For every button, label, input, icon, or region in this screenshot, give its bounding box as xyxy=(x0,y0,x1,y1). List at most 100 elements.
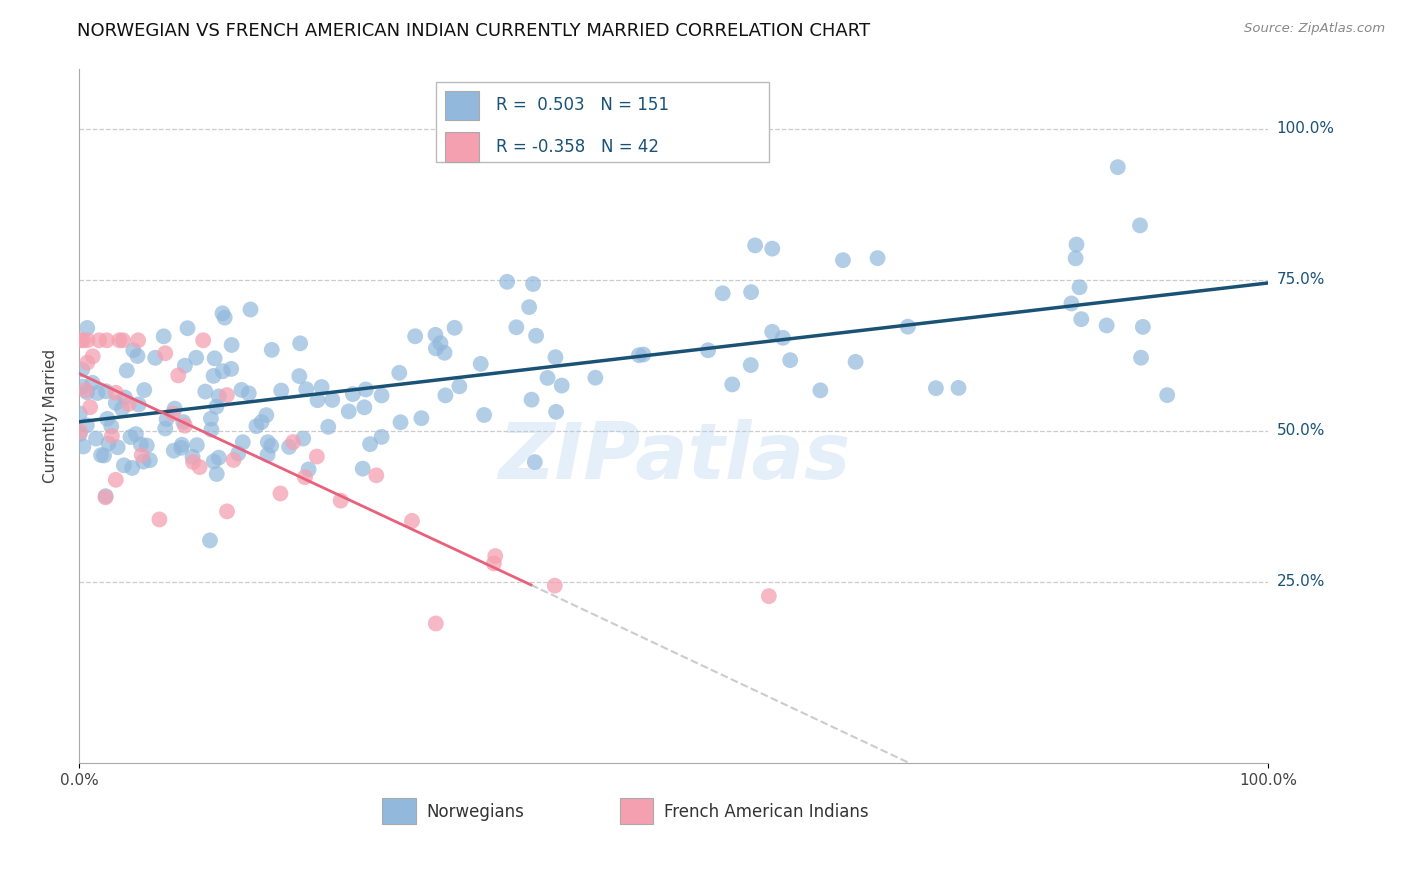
Point xyxy=(342,387,364,401)
Point xyxy=(205,467,228,481)
Point xyxy=(131,448,153,462)
Point xyxy=(82,349,104,363)
Point xyxy=(111,333,134,347)
Point xyxy=(127,349,149,363)
Point xyxy=(76,333,98,347)
Point xyxy=(70,333,93,347)
Point xyxy=(297,462,319,476)
Point xyxy=(354,383,377,397)
Point xyxy=(186,438,208,452)
Point xyxy=(120,430,142,444)
Point xyxy=(72,440,94,454)
Point xyxy=(845,355,868,369)
Point xyxy=(238,386,260,401)
Point xyxy=(198,533,221,548)
Point xyxy=(429,336,451,351)
Point xyxy=(132,454,155,468)
Point xyxy=(211,306,233,320)
Point xyxy=(761,242,783,256)
Point xyxy=(388,366,411,380)
Point xyxy=(104,385,127,400)
Point xyxy=(84,432,107,446)
Point xyxy=(295,382,318,396)
Point xyxy=(148,512,170,526)
Point xyxy=(1066,237,1088,252)
Point xyxy=(337,404,360,418)
Point xyxy=(215,388,238,402)
Point xyxy=(482,557,505,571)
Point xyxy=(239,302,262,317)
Point xyxy=(288,369,311,384)
Point xyxy=(69,427,91,442)
Point xyxy=(245,419,267,434)
Point xyxy=(188,460,211,475)
Point xyxy=(170,441,193,455)
Point xyxy=(221,338,243,352)
Point xyxy=(162,407,184,421)
Point xyxy=(401,514,423,528)
Point xyxy=(205,400,228,414)
Point xyxy=(316,419,339,434)
Point xyxy=(866,251,889,265)
Text: Norwegians: Norwegians xyxy=(426,803,524,821)
Point xyxy=(111,401,134,416)
Point xyxy=(211,364,233,378)
Point xyxy=(425,616,447,631)
Point xyxy=(76,356,98,370)
Point xyxy=(104,396,127,410)
Point xyxy=(90,448,112,462)
Text: 25.0%: 25.0% xyxy=(1277,574,1324,590)
Point xyxy=(222,453,245,467)
Point xyxy=(86,386,108,401)
Text: French American Indians: French American Indians xyxy=(664,803,869,821)
Point xyxy=(281,435,304,450)
Point xyxy=(472,408,495,422)
Point xyxy=(231,383,253,397)
Point xyxy=(517,300,540,314)
Text: ZIPatlas: ZIPatlas xyxy=(498,419,849,495)
Point xyxy=(353,401,375,415)
Point xyxy=(181,450,204,464)
FancyBboxPatch shape xyxy=(436,82,769,162)
Point xyxy=(260,343,283,357)
Point xyxy=(232,435,254,450)
Point xyxy=(832,253,855,268)
Point xyxy=(524,328,547,343)
Point xyxy=(96,333,118,347)
Point xyxy=(449,379,471,393)
Point xyxy=(633,347,655,361)
Point xyxy=(69,407,91,421)
Point xyxy=(181,455,204,469)
Point xyxy=(772,331,794,345)
Point xyxy=(1064,252,1087,266)
Point xyxy=(434,388,457,402)
Point xyxy=(551,378,574,392)
Point xyxy=(370,388,392,402)
Point xyxy=(544,579,567,593)
Point xyxy=(779,353,801,368)
Point xyxy=(352,461,374,475)
Point xyxy=(72,333,94,347)
Point xyxy=(1095,318,1118,333)
Point xyxy=(172,415,194,429)
Point xyxy=(520,392,543,407)
Point xyxy=(721,377,744,392)
Text: 100.0%: 100.0% xyxy=(1277,121,1334,136)
Point xyxy=(82,376,104,390)
Point xyxy=(1132,319,1154,334)
Point xyxy=(536,371,558,385)
Point xyxy=(215,504,238,518)
Point xyxy=(496,275,519,289)
Point xyxy=(359,437,381,451)
Point xyxy=(93,449,115,463)
Point xyxy=(186,351,208,365)
Point xyxy=(404,329,426,343)
Point xyxy=(134,383,156,397)
Point xyxy=(139,453,162,467)
Point xyxy=(425,327,447,342)
Point xyxy=(176,321,198,335)
Point xyxy=(107,440,129,454)
Point xyxy=(411,411,433,425)
FancyBboxPatch shape xyxy=(446,91,478,120)
Point xyxy=(546,405,568,419)
